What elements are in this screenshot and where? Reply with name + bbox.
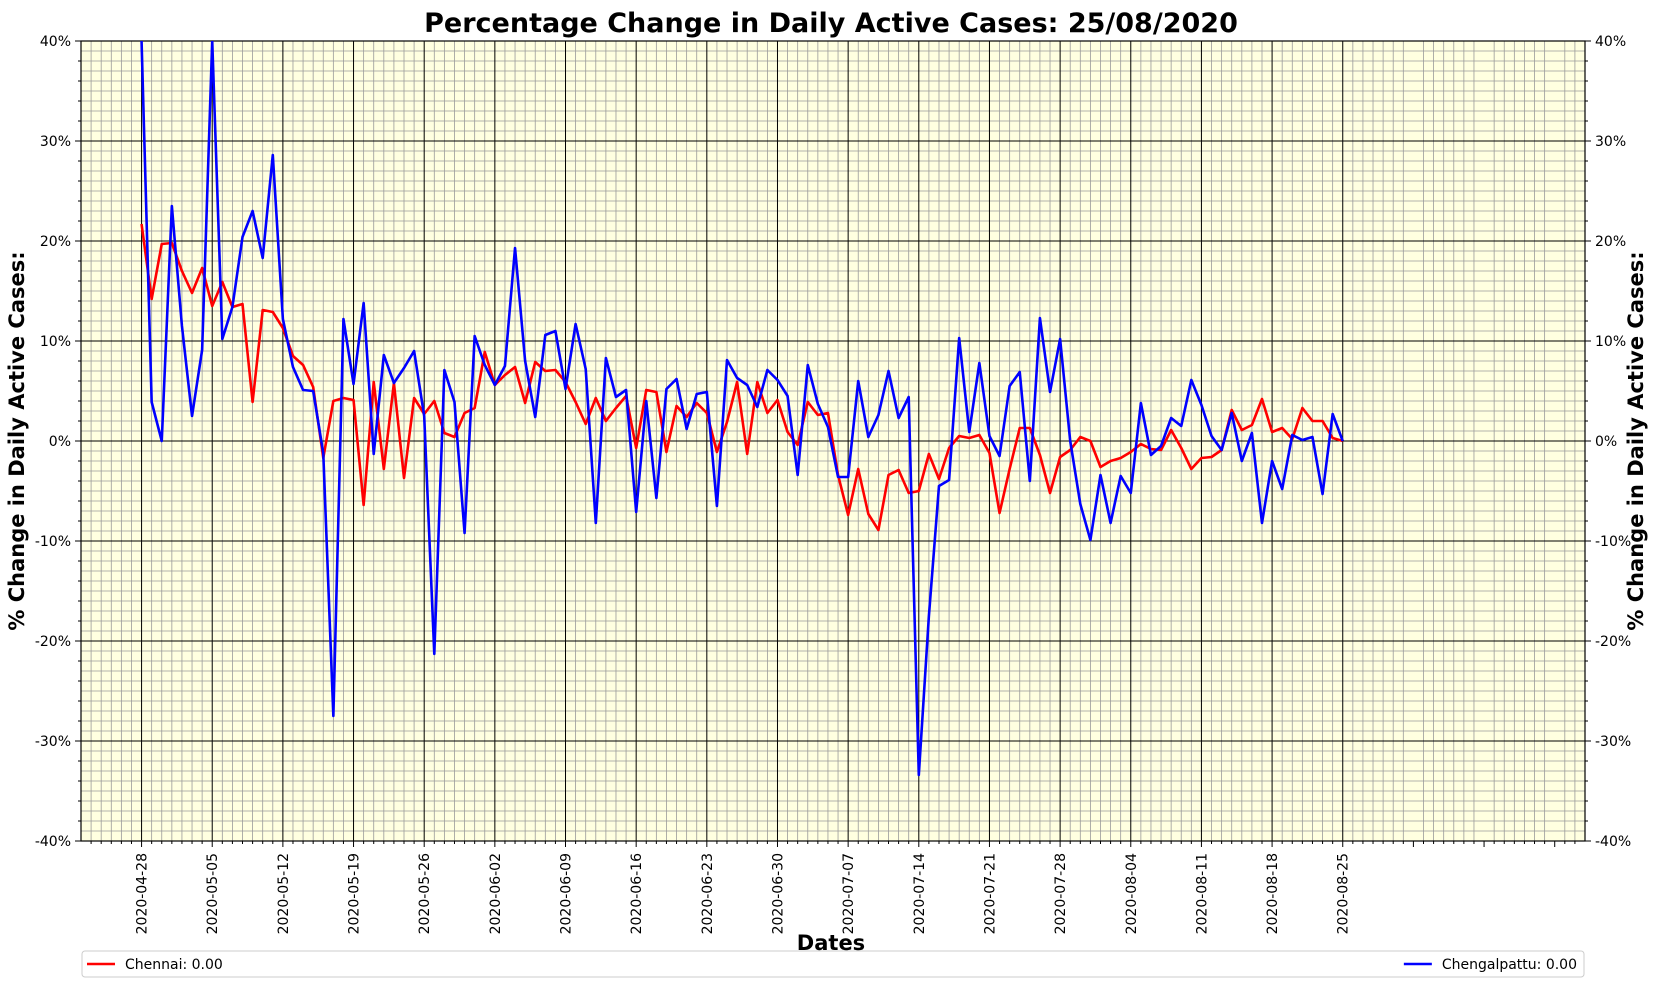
legend-label-1: Chengalpattu: 0.00 bbox=[1442, 957, 1577, 973]
x-tick-label: 2020-05-05 bbox=[205, 853, 221, 934]
axis-ticks bbox=[75, 40, 1591, 847]
legend-label-0: Chennai: 0.00 bbox=[125, 957, 223, 973]
x-tick-label: 2020-08-11 bbox=[1194, 853, 1210, 934]
y-tick-label-left: -10% bbox=[35, 534, 71, 550]
legend: Chennai: 0.00 Chengalpattu: 0.00 bbox=[81, 950, 1585, 978]
x-tick-label: 2020-05-12 bbox=[276, 853, 292, 934]
x-tick-label: 2020-07-07 bbox=[841, 853, 857, 934]
y-tick-label-left: 40% bbox=[40, 34, 71, 50]
y-tick-label-right: 0% bbox=[1595, 434, 1617, 450]
y-tick-label-right: 10% bbox=[1595, 334, 1626, 350]
tick-labels: -40% -40% -30% -30% -20% -20% -10% -10% 0% 0% 10% 1… bbox=[35, 34, 1631, 934]
y-axis-label-left: % Change in Daily Active Cases: bbox=[5, 251, 29, 630]
y-tick-label-left: -30% bbox=[35, 734, 71, 750]
y-tick-label-right: -30% bbox=[1595, 734, 1631, 750]
y-tick-label-left: 20% bbox=[40, 234, 71, 250]
x-tick-label: 2020-04-28 bbox=[135, 853, 151, 934]
y-tick-label-right: -20% bbox=[1595, 634, 1631, 650]
y-tick-label-left: -20% bbox=[35, 634, 71, 650]
y-tick-label-right: 20% bbox=[1595, 234, 1626, 250]
y-tick-label-right: 30% bbox=[1595, 134, 1626, 150]
chart-title: Percentage Change in Daily Active Cases:… bbox=[424, 8, 1238, 39]
x-tick-label: 2020-07-14 bbox=[912, 853, 928, 934]
x-tick-label: 2020-05-26 bbox=[417, 853, 433, 934]
legend-box bbox=[81, 950, 1585, 978]
y-tick-label-right: 40% bbox=[1595, 34, 1626, 50]
series-line-1 bbox=[140, 41, 1344, 777]
x-tick-label: 2020-06-30 bbox=[770, 853, 786, 934]
y-tick-label-left: 10% bbox=[40, 334, 71, 350]
y-tick-label-right: -10% bbox=[1595, 534, 1631, 550]
x-tick-label: 2020-06-02 bbox=[488, 853, 504, 934]
x-tick-label: 2020-06-23 bbox=[700, 853, 716, 934]
x-tick-label: 2020-08-04 bbox=[1124, 853, 1140, 934]
y-tick-label-left: 30% bbox=[40, 134, 71, 150]
x-tick-label: 2020-07-28 bbox=[1053, 853, 1069, 934]
y-axis-label-right: % Change in Daily Active Cases: bbox=[1624, 251, 1648, 630]
x-tick-label: 2020-07-21 bbox=[982, 853, 998, 934]
y-tick-label-left: 0% bbox=[49, 434, 71, 450]
x-tick-label: 2020-06-09 bbox=[559, 853, 575, 934]
plot-area: -40% -40% -30% -30% -20% -20% -10% -10% 0% 0% 10% 1… bbox=[35, 34, 1631, 934]
x-tick-label: 2020-05-19 bbox=[347, 853, 363, 934]
x-tick-label: 2020-06-16 bbox=[629, 853, 645, 934]
y-tick-label-left: -40% bbox=[35, 834, 71, 850]
y-tick-label-right: -40% bbox=[1595, 834, 1631, 850]
x-tick-label: 2020-08-25 bbox=[1336, 853, 1352, 934]
x-tick-label: 2020-08-18 bbox=[1265, 853, 1281, 934]
